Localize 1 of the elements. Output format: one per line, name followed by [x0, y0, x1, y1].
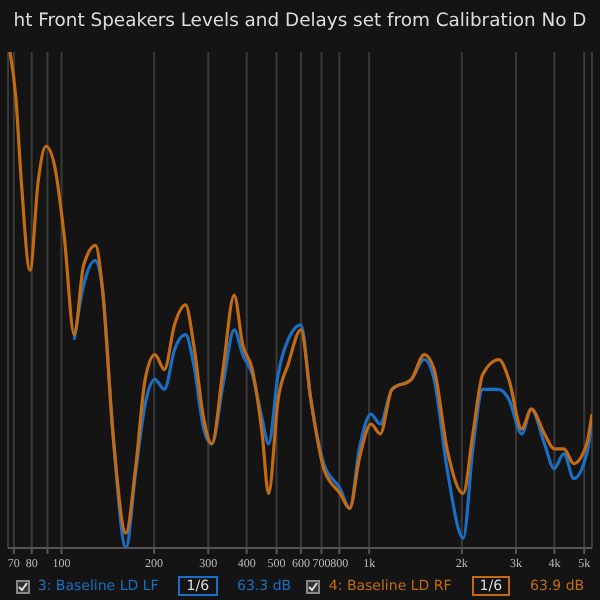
chart-title: ht Front Speakers Levels and Delays set from Calibration No D [11, 8, 589, 36]
